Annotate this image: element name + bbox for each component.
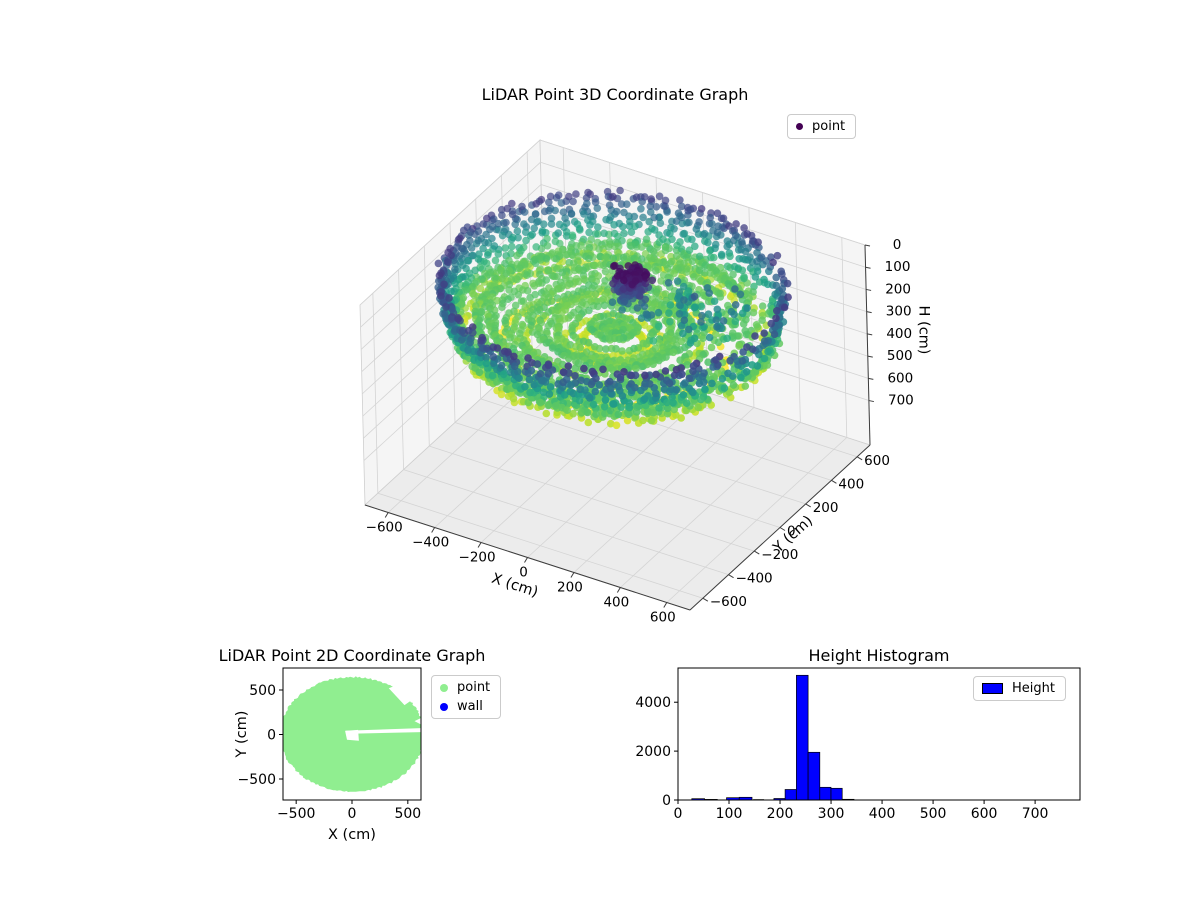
legend-item-label: wall [457, 699, 483, 714]
y-tick-label: 4000 [635, 695, 671, 711]
point-cloud [434, 186, 792, 430]
plot3d-title: LiDAR Point 3D Coordinate Graph [481, 85, 749, 104]
y-tick-label: −200 [761, 547, 798, 563]
scan-gap [388, 682, 418, 706]
hist-bar [796, 674, 809, 801]
legend-item-label: point [812, 119, 846, 134]
y-tick-label: −600 [710, 594, 747, 610]
x-tick-label: 400 [603, 595, 629, 611]
z-tick-label: 500 [887, 348, 913, 364]
x-tick-label: 0 [348, 806, 357, 822]
wall-marker-icon [440, 702, 448, 711]
legend-item-height: Height [982, 681, 1055, 696]
legend-item-point: point [796, 119, 845, 134]
scan-gap [345, 728, 421, 734]
legend-item-label: Height [1012, 681, 1055, 696]
plot3d: −600−400−2000200400600−600−400−200020040… [359, 139, 932, 626]
hist-legend: Height [973, 676, 1066, 701]
y-axis-label: Y (cm) [234, 711, 250, 759]
x-tick-label: −600 [366, 520, 403, 536]
hist-bar [830, 787, 843, 801]
x-tick-label: −400 [412, 535, 449, 551]
x-tick-label: 500 [920, 806, 947, 822]
x-tick-label: 200 [557, 580, 583, 596]
x-tick-label: 500 [394, 806, 421, 822]
hist-bar [784, 789, 797, 801]
x-tick-label: 300 [818, 806, 845, 822]
x-tick-label: 600 [971, 806, 998, 822]
z-tick-label: 200 [885, 281, 911, 297]
x-tick-label: 400 [869, 806, 896, 822]
y-tick-label: 0 [787, 524, 796, 540]
y-tick-label: 0 [662, 793, 671, 809]
hist-plot: 0 100 200 300 400 500 600 700 0 2000 4000 [635, 667, 1081, 822]
z-tick-label: 100 [885, 259, 911, 275]
y-tick-label: 400 [838, 476, 864, 492]
legend-item-label: point [457, 680, 491, 695]
x-tick-label: 200 [767, 806, 794, 822]
x-tick-label: −200 [459, 550, 496, 566]
y-tick-label: 200 [813, 500, 839, 516]
hist-bar [819, 786, 832, 801]
height-legend-patch-icon [982, 683, 1003, 694]
z-tick-label: 300 [886, 304, 912, 320]
y-tick-label: −500 [238, 772, 276, 788]
plot3d-legend: point [787, 114, 857, 139]
x-tick-label: −500 [277, 806, 315, 822]
plot2d: −500 0 500 500 0 −500 X (cm) Y (cm) [234, 667, 422, 843]
z-tick-label: 400 [886, 326, 912, 342]
x-tick-label: 700 [1022, 806, 1049, 822]
x-tick-label: 0 [674, 806, 683, 822]
plot2d-title: LiDAR Point 2D Coordinate Graph [218, 646, 486, 665]
y-tick-label: −400 [736, 571, 773, 587]
z-tick-label: 0 [893, 237, 902, 253]
axes-frame [677, 667, 1081, 801]
point-marker-icon [796, 123, 803, 130]
y-tick-label: 600 [864, 453, 890, 469]
z-tick-label: 700 [888, 393, 914, 409]
x-tick-label: 600 [650, 610, 676, 626]
x-axis-label: X (cm) [489, 571, 540, 601]
scan-gap [345, 729, 359, 741]
scan-gap [414, 718, 421, 725]
x-axis-label: X (cm) [328, 827, 376, 843]
y-tick-label: 500 [249, 683, 276, 699]
x-tick-label: 100 [716, 806, 743, 822]
x-tick-label: 0 [519, 565, 528, 581]
z-tick-label: 600 [887, 370, 913, 386]
plot2d-legend: point wall [431, 675, 502, 719]
z-axis-label: H (cm) [916, 306, 932, 355]
legend-item-point: point [440, 680, 490, 695]
point-marker-icon [440, 683, 448, 692]
hist-title: Height Histogram [808, 646, 950, 665]
y-tick-label: 2000 [635, 744, 671, 760]
hist-bar [807, 751, 821, 801]
y-tick-label: 0 [267, 727, 276, 743]
scan-area [283, 676, 421, 792]
legend-item-wall: wall [440, 699, 490, 714]
